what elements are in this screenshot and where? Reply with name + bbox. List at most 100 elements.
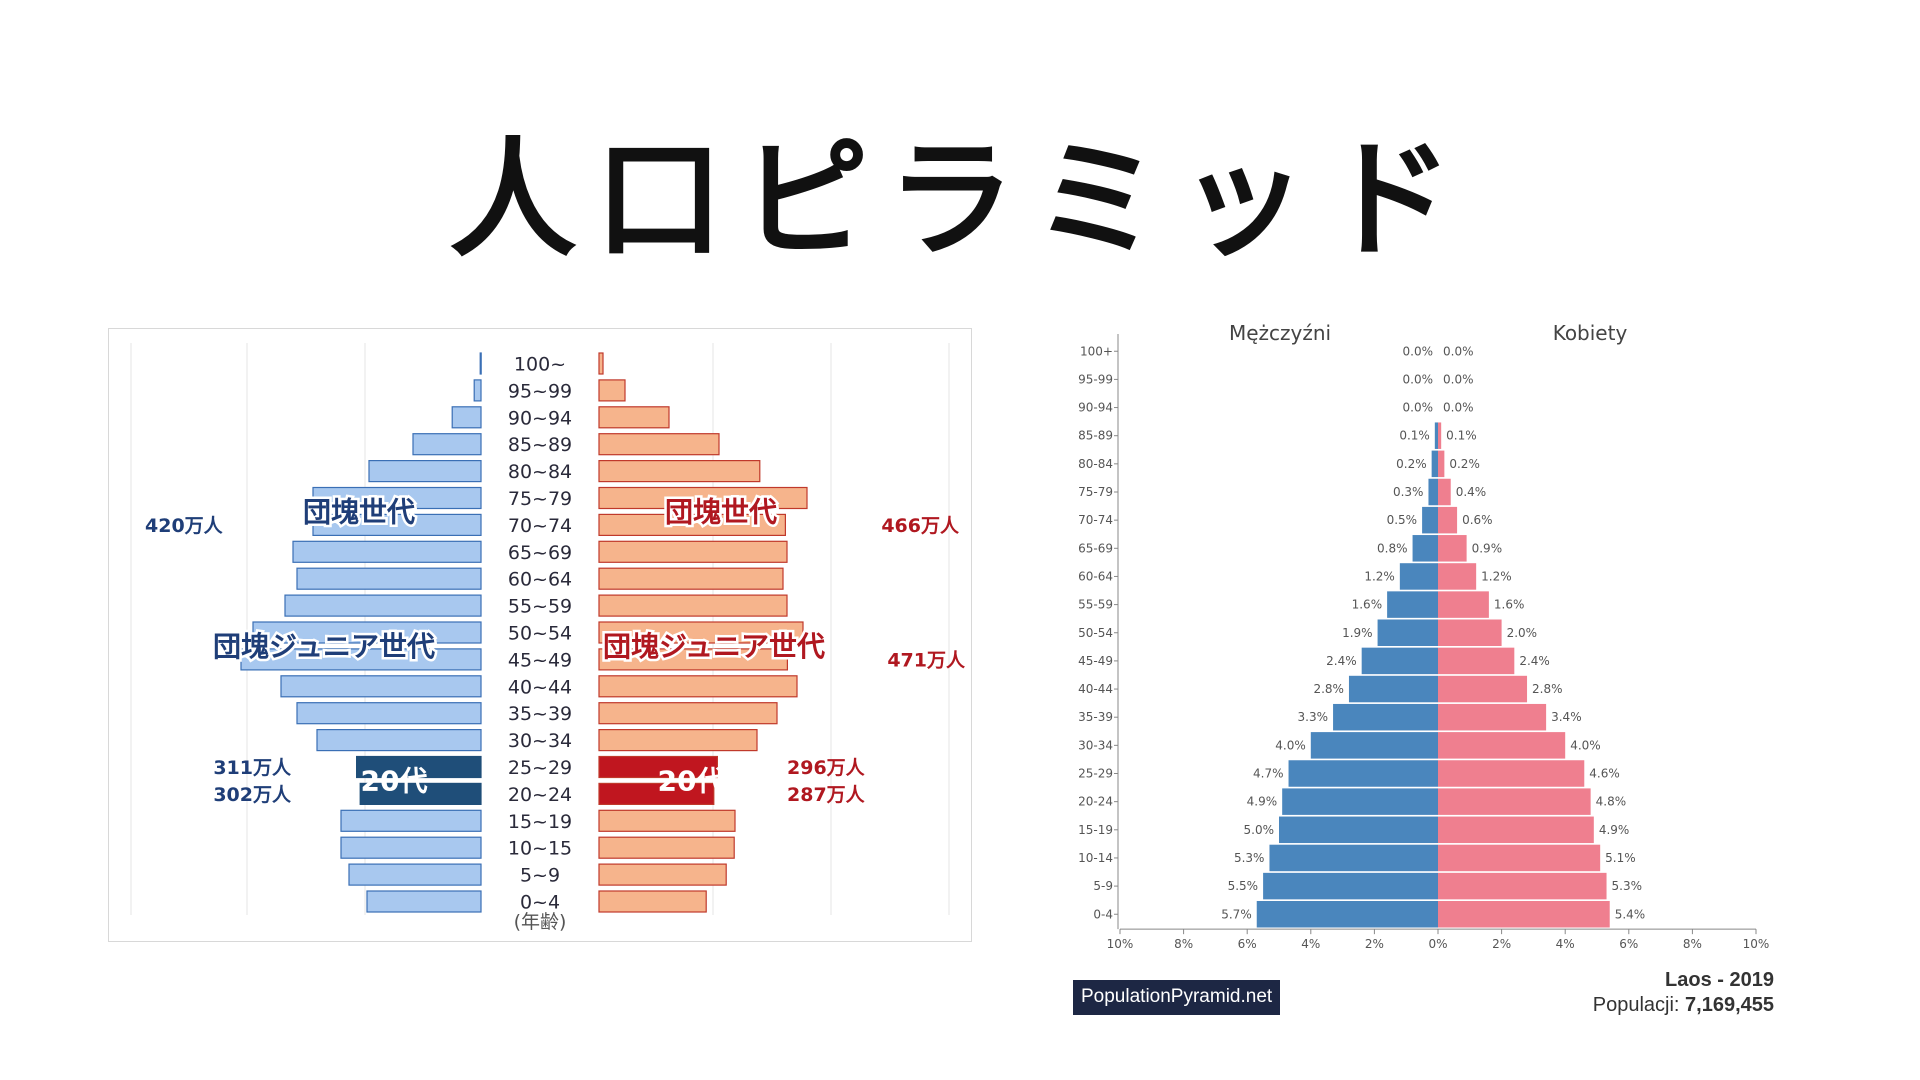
bar-right bbox=[598, 486, 808, 510]
generation-label: 20代 bbox=[658, 764, 725, 797]
x-tick-label: 8% bbox=[1174, 937, 1193, 951]
bar-right bbox=[598, 755, 719, 779]
age-label: 55~59 bbox=[508, 596, 572, 618]
x-tick-label: 4% bbox=[1301, 937, 1320, 951]
age-label: 75~79 bbox=[508, 488, 572, 510]
value-label-men: 4.9% bbox=[1247, 795, 1278, 809]
age-label: 15~19 bbox=[508, 811, 572, 833]
bar-women bbox=[1438, 675, 1528, 703]
bar-men bbox=[1282, 788, 1438, 815]
bar-men bbox=[1412, 535, 1438, 562]
age-label: 65~69 bbox=[508, 542, 572, 564]
bar-women bbox=[1438, 506, 1458, 534]
bar-right bbox=[598, 621, 804, 644]
bar-right bbox=[598, 352, 604, 375]
age-label: 30~34 bbox=[508, 730, 572, 752]
bar-men bbox=[1269, 844, 1438, 872]
population-line: Populacji: 7,169,455 bbox=[1593, 993, 1774, 1018]
age-label: 0~4 bbox=[520, 892, 560, 914]
generation-label: 団塊ジュニア世代 bbox=[213, 630, 435, 663]
bar-women bbox=[1438, 591, 1489, 618]
age-label: 60-64 bbox=[1078, 569, 1113, 583]
x-tick-label: 2% bbox=[1365, 937, 1384, 951]
bar-women bbox=[1438, 647, 1515, 675]
value-label-women: 3.4% bbox=[1551, 710, 1582, 724]
bar-right bbox=[598, 702, 778, 725]
value-label-men: 0.0% bbox=[1403, 344, 1434, 358]
bar-left bbox=[312, 513, 482, 536]
laos-population-pyramid: Mężczyźni Kobiety 100+ 0.0% 0.0% 95-99 0.0% 0.0… bbox=[1070, 318, 1790, 1028]
bar-right bbox=[598, 406, 670, 429]
value-label-men: 4.7% bbox=[1253, 767, 1284, 781]
generation-label: 団塊世代 bbox=[665, 495, 777, 528]
age-label: 35~39 bbox=[508, 703, 572, 725]
bar-left bbox=[280, 675, 482, 698]
slide-title: 人口ピラミッド bbox=[448, 125, 1471, 275]
bar-left bbox=[296, 567, 482, 590]
value-label-men: 0.8% bbox=[1377, 541, 1408, 555]
population-value: 7,169,455 bbox=[1685, 994, 1774, 1016]
value-label-women: 4.0% bbox=[1570, 738, 1601, 752]
age-label: 90~94 bbox=[508, 407, 572, 429]
bar-left bbox=[366, 890, 482, 913]
value-label-women: 2.0% bbox=[1507, 626, 1538, 640]
population-label: Populacji: bbox=[1592, 994, 1680, 1016]
series-label-women: Kobiety bbox=[1553, 321, 1628, 345]
value-label-men: 4.0% bbox=[1275, 738, 1306, 752]
age-label: 85~89 bbox=[508, 434, 572, 456]
japan-population-pyramid: 100~ 95~99 90~94 85~89 80~84 75~79 70~74 65~69 6… bbox=[108, 328, 972, 942]
bar-men bbox=[1377, 619, 1438, 646]
bar-right bbox=[598, 513, 786, 536]
bar-right bbox=[598, 433, 720, 456]
value-label-women: 5.4% bbox=[1615, 907, 1646, 921]
value-label-men: 3.3% bbox=[1298, 710, 1329, 724]
age-label: 95~99 bbox=[508, 380, 572, 402]
bar-women bbox=[1438, 450, 1445, 478]
value-label: 311万人 bbox=[213, 757, 292, 779]
bar-left bbox=[412, 433, 482, 456]
bar-men bbox=[1279, 816, 1438, 844]
bar-women bbox=[1438, 760, 1585, 787]
age-label: 15-19 bbox=[1078, 823, 1113, 837]
value-label-women: 2.8% bbox=[1532, 682, 1563, 696]
value-label-men: 1.2% bbox=[1364, 569, 1395, 583]
bar-women bbox=[1438, 563, 1477, 590]
bar-left bbox=[316, 729, 482, 752]
age-label: 40-44 bbox=[1078, 682, 1113, 696]
value-label-women: 5.1% bbox=[1605, 851, 1636, 865]
bar-women bbox=[1438, 422, 1442, 449]
value-label-women: 0.0% bbox=[1443, 372, 1474, 386]
generation-label: 団塊ジュニア世代 bbox=[603, 630, 825, 663]
bar-left bbox=[359, 782, 482, 805]
value-label-women: 5.3% bbox=[1612, 879, 1643, 893]
bar-left bbox=[340, 809, 482, 832]
age-label: 25-29 bbox=[1078, 767, 1113, 781]
age-label: 20~24 bbox=[508, 784, 572, 806]
age-label: 80-84 bbox=[1078, 457, 1113, 471]
bar-men bbox=[1256, 901, 1438, 928]
x-tick-label: 6% bbox=[1619, 937, 1638, 951]
japan-pyramid-chart: 100~ 95~99 90~94 85~89 80~84 75~79 70~74 65~69 6… bbox=[130, 343, 966, 933]
age-label: 35-39 bbox=[1078, 710, 1113, 724]
bar-right bbox=[598, 675, 798, 698]
age-label: 45-49 bbox=[1078, 654, 1113, 668]
value-label-men: 2.8% bbox=[1313, 682, 1344, 696]
bar-men bbox=[1422, 506, 1438, 534]
value-label-men: 0.2% bbox=[1396, 457, 1427, 471]
source-credit[interactable]: PopulationPyramid.net bbox=[1073, 980, 1281, 1015]
bar-women bbox=[1438, 816, 1594, 844]
bar-men bbox=[1361, 647, 1438, 675]
bar-left bbox=[473, 379, 482, 402]
value-label: 471万人 bbox=[887, 649, 966, 671]
value-label-men: 0.0% bbox=[1403, 372, 1434, 386]
bar-men bbox=[1310, 732, 1438, 759]
x-tick-label: 6% bbox=[1238, 937, 1257, 951]
value-label-men: 0.3% bbox=[1393, 485, 1424, 499]
value-label-women: 0.2% bbox=[1449, 457, 1480, 471]
age-label: 20-24 bbox=[1078, 795, 1113, 809]
age-label: 50-54 bbox=[1078, 626, 1113, 640]
value-label: 466万人 bbox=[881, 515, 960, 537]
bar-right bbox=[598, 809, 736, 832]
bar-right bbox=[598, 594, 788, 617]
age-label: 5~9 bbox=[520, 865, 560, 887]
